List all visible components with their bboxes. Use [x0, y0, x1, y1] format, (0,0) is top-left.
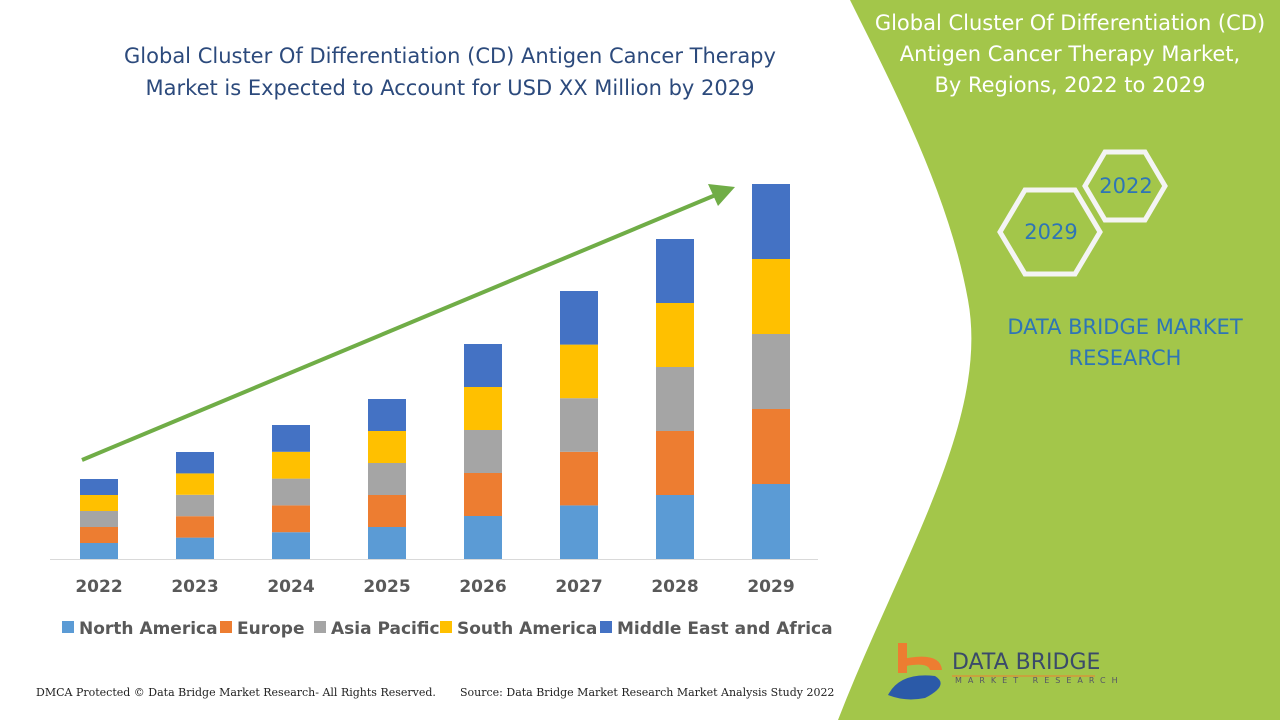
bar-2025-asia-pacific: [368, 463, 406, 495]
legend-swatch: [600, 621, 612, 633]
hex-label-2029: 2029: [1024, 220, 1078, 244]
bar-2027-middle-east-and-africa: [560, 291, 598, 345]
bar-2025-south-america: [368, 431, 406, 463]
legend-label: Europe: [237, 619, 304, 639]
bar-2026-south-america: [464, 387, 502, 430]
hexagon-2022: [1082, 149, 1168, 223]
bar-2029-north-america: [752, 484, 790, 559]
side-panel-title: Global Cluster Of Differentiation (CD) A…: [860, 8, 1280, 101]
title-line-1: Global Cluster Of Differentiation (CD) A…: [124, 44, 776, 68]
x-tick-label: 2024: [267, 577, 314, 597]
legend-swatch: [62, 621, 74, 633]
bar-2027-asia-pacific: [560, 398, 598, 452]
bar-2024-middle-east-and-africa: [272, 425, 310, 452]
legend-swatch: [440, 621, 452, 633]
bar-2024-north-america: [272, 532, 310, 559]
bar-2023-middle-east-and-africa: [176, 452, 214, 474]
bar-2025-middle-east-and-africa: [368, 399, 406, 431]
x-tick-label: 2029: [747, 577, 794, 597]
green-side-panel: [838, 0, 1280, 720]
legend-label: Asia Pacific: [331, 619, 440, 639]
trend-arrow-line: [81, 192, 719, 462]
legend-label: North America: [79, 619, 218, 639]
bar-2028-south-america: [656, 303, 694, 367]
logo-text: DATA BRIDGE: [952, 650, 1101, 675]
bar-2027-europe: [560, 451, 598, 506]
x-tick-label: 2028: [651, 577, 698, 597]
bar-2029-asia-pacific: [752, 334, 790, 409]
x-tick-label: 2022: [75, 577, 122, 597]
x-tick-label: 2026: [459, 577, 506, 597]
bar-2024-asia-pacific: [272, 478, 310, 506]
bar-2023-europe: [176, 516, 214, 538]
trend-arrowhead-icon: [708, 184, 735, 206]
side-title-line-3: By Regions, 2022 to 2029: [934, 73, 1206, 97]
bar-2027-south-america: [560, 344, 598, 399]
bar-2026-asia-pacific: [464, 430, 502, 473]
bar-2022-south-america: [80, 495, 118, 511]
bar-2028-asia-pacific: [656, 367, 694, 431]
bar-2028-middle-east-and-africa: [656, 239, 694, 303]
bar-2022-middle-east-and-africa: [80, 479, 118, 495]
title-line-2: Market is Expected to Account for USD XX…: [145, 76, 755, 100]
bar-2022-europe: [80, 527, 118, 543]
bar-2022-north-america: [80, 543, 118, 559]
x-tick-label: 2027: [555, 577, 602, 597]
chart-title: Global Cluster Of Differentiation (CD) A…: [80, 40, 820, 104]
footer-copyright: DMCA Protected © Data Bridge Market Rese…: [36, 686, 436, 699]
bar-2028-north-america: [656, 495, 694, 559]
x-tick-label: 2023: [171, 577, 218, 597]
x-tick-label: 2025: [363, 577, 410, 597]
bar-2023-south-america: [176, 473, 214, 495]
bar-2024-europe: [272, 505, 310, 533]
legend-label: Middle East and Africa: [617, 619, 833, 639]
bar-2027-north-america: [560, 505, 598, 559]
logo-subtext: MARKET RESEARCH: [955, 676, 1124, 685]
brand-line-1: DATA BRIDGE MARKET: [1007, 315, 1243, 339]
bar-2025-north-america: [368, 527, 406, 559]
legend-label: South America: [457, 619, 597, 639]
brand-text: DATA BRIDGE MARKET RESEARCH: [985, 312, 1265, 374]
bar-2023-north-america: [176, 537, 214, 559]
bar-2029-middle-east-and-africa: [752, 184, 790, 259]
bar-2029-europe: [752, 409, 790, 484]
bar-2025-europe: [368, 495, 406, 527]
bar-2024-south-america: [272, 451, 310, 479]
bar-2023-asia-pacific: [176, 494, 214, 517]
bar-2026-middle-east-and-africa: [464, 344, 502, 387]
bar-2022-asia-pacific: [80, 511, 118, 527]
bar-2026-europe: [464, 473, 502, 516]
side-title-line-1: Global Cluster Of Differentiation (CD): [874, 11, 1266, 35]
bar-2029-south-america: [752, 259, 790, 334]
brand-line-2: RESEARCH: [1068, 346, 1182, 370]
footer-source: Source: Data Bridge Market Research Mark…: [460, 686, 835, 699]
side-title-line-2: Antigen Cancer Therapy Market,: [899, 42, 1241, 66]
legend-swatch: [220, 621, 232, 633]
bar-2026-north-america: [464, 516, 502, 559]
hexagon-2029: [997, 187, 1103, 277]
hex-label-2022: 2022: [1099, 174, 1153, 198]
legend-swatch: [314, 621, 326, 633]
bar-2028-europe: [656, 431, 694, 495]
logo-icon: [888, 643, 942, 700]
